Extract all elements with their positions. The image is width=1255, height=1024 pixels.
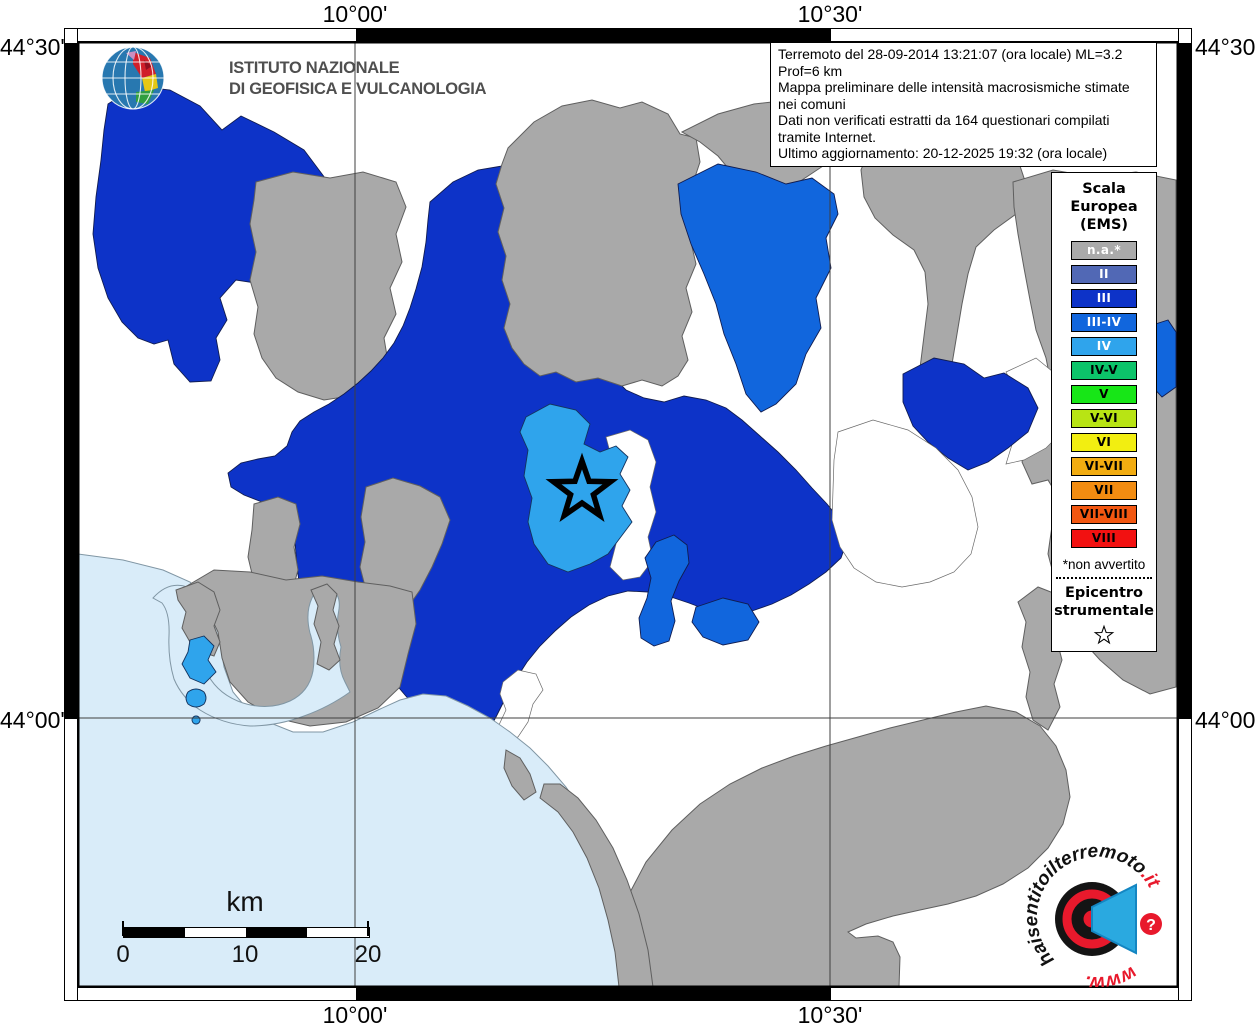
info-line-data-source: Dati non verificati estratti da 164 ques… (778, 112, 1110, 145)
frame-segment (356, 29, 831, 41)
institute-name: ISTITUTO NAZIONALE DI GEOFISICA E VULCAN… (229, 57, 487, 99)
map-region-III (92, 85, 329, 383)
scalebar-segment (246, 928, 307, 937)
frame-top (64, 28, 1192, 42)
legend-swatch-vi: VI (1071, 433, 1137, 452)
map-border (78, 42, 1178, 987)
axis-label-top-lon-2: 10°30' (797, 1, 863, 27)
institute-name-line1: ISTITUTO NAZIONALE (229, 58, 400, 77)
frame-left (64, 28, 78, 1001)
legend-epicenter-line: Epicentro (1064, 585, 1144, 601)
info-line-map-type: Mappa preliminare delle intensità macros… (778, 79, 1130, 112)
frame-right (1178, 28, 1192, 1001)
frame-segment (1179, 43, 1191, 719)
legend-swatch-iv: IV (1071, 337, 1137, 356)
watermark-question-icon (1140, 913, 1162, 935)
map-region-na (179, 569, 417, 727)
axis-label-bottom-lon-2: 10°30' (797, 1002, 863, 1024)
legend-swatch-ii: II (1071, 265, 1137, 284)
legend-swatch-vii: VII (1071, 481, 1137, 500)
scalebar-tick-label: 20 (354, 941, 382, 968)
legend-swatch-vii-viii: VII-VIII (1071, 505, 1137, 524)
legend-swatch-v-vi: V-VI (1071, 409, 1137, 428)
legend-swatch-viii: VIII (1071, 529, 1137, 548)
frame-segment (831, 988, 1191, 1000)
legend-footnote: *non avvertito (1062, 557, 1146, 572)
scalebar-tick (122, 921, 124, 936)
map-region-III (902, 357, 1039, 471)
map-region-III_IV (691, 597, 760, 646)
frame-segment (65, 988, 356, 1000)
legend-swatch-v: V (1071, 385, 1137, 404)
map-region-na (539, 783, 654, 987)
frame-bottom (64, 987, 1192, 1001)
svg-text:www.: www. (1083, 962, 1140, 993)
axis-label-right-lat-2: 44°00' (1195, 707, 1255, 733)
scalebar-segment (124, 928, 185, 937)
legend-epicenter-label: Epicentro strumentale (1054, 584, 1154, 620)
frame-segment (356, 988, 831, 1000)
map-region-IV (191, 715, 201, 725)
axis-label-top-lon-1: 10°00' (322, 1, 388, 27)
legend-swatch-n-a-: n.a.* (1071, 241, 1137, 260)
info-line-updated: Ultimo aggiornamento: 20-12-2025 19:32 (… (778, 145, 1108, 161)
legend-title: Scala Europea (EMS) (1070, 180, 1137, 234)
map-region-III_IV (638, 534, 690, 647)
frame-segment (65, 29, 77, 43)
map-region-III_IV (677, 163, 839, 413)
svg-text:?: ? (1146, 917, 1156, 934)
scalebar-tick-label: 10 (231, 941, 259, 968)
legend-swatch-iv-v: IV-V (1071, 361, 1137, 380)
legend-divider (1056, 577, 1152, 579)
map-region-white (831, 419, 979, 588)
map-region-na (175, 581, 221, 657)
scalebar (123, 927, 370, 938)
ingv-logo (101, 46, 165, 110)
scalebar-segment (185, 928, 246, 937)
frame-segment (65, 43, 77, 719)
legend-title-line: Scala (1082, 181, 1126, 197)
map-region-IV (185, 688, 207, 708)
legend-swatch-list: n.a.* II III III-IV IV IV-V V V-VI VI VI-VII VII VI… (1071, 241, 1137, 553)
frame-segment (65, 719, 77, 1000)
map-region-IV (519, 403, 633, 573)
legend-swatch-vi-vii: VI-VII (1071, 457, 1137, 476)
scalebar-tick-label: 0 (116, 941, 130, 968)
map-region-na (310, 583, 341, 671)
map-region-na (503, 749, 537, 801)
legend-epicenter-line: strumentale (1054, 603, 1154, 619)
legend-swatch-iii: III (1071, 289, 1137, 308)
legend-title-line: Europea (1070, 199, 1138, 215)
scalebar-segment (307, 928, 369, 937)
axis-label-right-lat-1: 44°30' (1195, 34, 1255, 60)
map-region-white (497, 669, 544, 741)
map-region-na (605, 705, 1071, 987)
epicenter-star (545, 452, 619, 523)
info-line-event: Terremoto del 28-09-2014 13:21:07 (ora l… (778, 46, 1123, 79)
legend-swatch-iii-iv: III-IV (1071, 313, 1137, 332)
haisentito-watermark: ? haisentitoilterremoto.it www. (1021, 841, 1164, 993)
watermark-megaphone-icon (1091, 883, 1137, 955)
institute-name-line2: DI GEOFISICA E VULCANOLOGIA (229, 79, 487, 98)
frame-segment (1179, 29, 1191, 43)
map-region-na (495, 99, 701, 387)
epicenter-star-icon (1093, 624, 1115, 645)
axis-label-left-lat-1: 44°30' (0, 34, 65, 60)
ems-legend: Scala Europea (EMS) n.a.* II III III-IV IV IV… (1051, 172, 1157, 652)
axis-label-left-lat-2: 44°00' (0, 707, 65, 733)
frame-segment (831, 29, 1191, 41)
map-region-na (860, 127, 1029, 391)
legend-title-line: (EMS) (1079, 217, 1129, 233)
frame-segment (1179, 719, 1191, 1000)
scalebar-unit: km (226, 886, 264, 917)
axis-label-bottom-lon-1: 10°00' (322, 1002, 388, 1024)
earthquake-info-box: Terremoto del 28-09-2014 13:21:07 (ora l… (770, 42, 1157, 167)
frame-segment (65, 29, 356, 41)
map-region-IV (181, 635, 217, 685)
scalebar-tick (367, 921, 369, 936)
